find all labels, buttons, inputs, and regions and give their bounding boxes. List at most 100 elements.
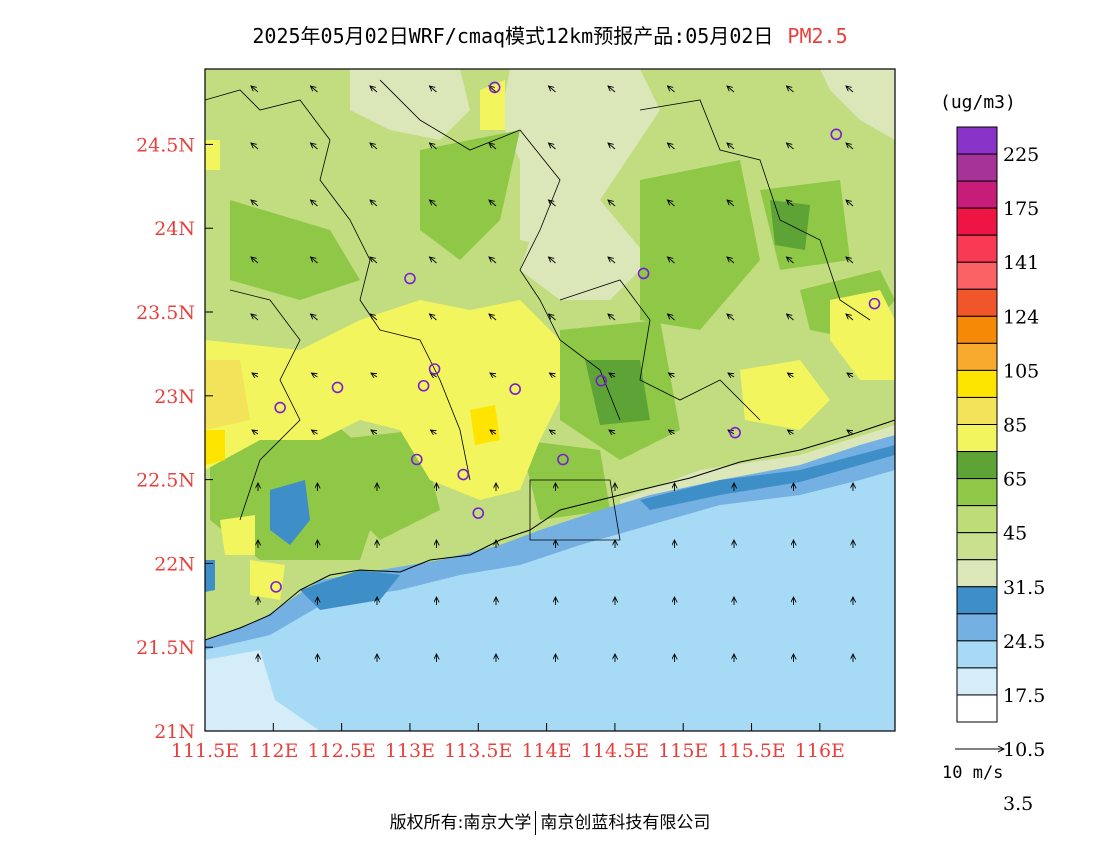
wind-arrow <box>846 314 854 321</box>
station-marker <box>428 363 441 375</box>
wind-arrow <box>668 143 675 150</box>
colorbar-label: 65 <box>1003 469 1027 491</box>
wind-arrow <box>728 373 735 377</box>
title-main: 2025年05月02日WRF/cmaq模式12km预报产品:05月02日 <box>252 24 774 48</box>
wind-arrow <box>727 86 735 93</box>
lon-tick-label: 111.5E <box>171 740 239 762</box>
wind-arrow <box>727 257 735 264</box>
colorbar-swatch <box>956 667 998 696</box>
lat-tick-label: 24N <box>154 218 195 240</box>
wind-arrow <box>251 143 259 150</box>
station-marker <box>830 128 843 141</box>
wind-arrow <box>787 143 794 150</box>
wind-arrow <box>728 430 735 434</box>
wind-arrow <box>549 314 556 321</box>
colorbar-label: 105 <box>1003 360 1039 382</box>
lon-tick-label: 115E <box>658 740 708 762</box>
lat-tick-label: 24.5N <box>136 134 195 156</box>
wind-arrow <box>431 430 437 434</box>
chart-title: 2025年05月02日WRF/cmaq模式12km预报产品:05月02日 PM2.… <box>0 20 1100 49</box>
wind-arrow <box>370 86 378 93</box>
wind-arrow <box>608 257 616 264</box>
colorbar-label: 45 <box>1003 523 1027 545</box>
lat-tick-label: 21.5N <box>136 637 195 659</box>
station-marker <box>331 381 344 394</box>
station-marker <box>868 297 881 310</box>
colorbar-swatch <box>956 180 998 209</box>
colorbar-swatch <box>956 532 998 561</box>
lon-tick-label: 115.5E <box>717 740 785 762</box>
wind-arrow <box>312 430 318 434</box>
wind-arrow <box>251 257 259 264</box>
station-marker <box>557 453 569 466</box>
wind-arrow <box>608 86 616 93</box>
wind-arrow <box>668 257 675 264</box>
longitude-axis: 111.5E 112E 112.5E 113E 113.5E 114E 114.5E 115E… <box>171 723 845 762</box>
lat-tick-label: 23.5N <box>136 302 195 324</box>
colorbar-label: 124 <box>1003 306 1039 328</box>
colorbar-swatch <box>956 261 998 290</box>
station-marker <box>509 383 521 395</box>
wind-arrow <box>608 314 616 321</box>
wind-arrow <box>251 86 259 93</box>
wind-arrow <box>489 257 497 264</box>
colorbar-label: 24.5 <box>1003 631 1045 653</box>
wind-arrow <box>371 373 378 377</box>
lon-tick-label: 114E <box>522 740 572 762</box>
wind-arrow <box>608 143 616 150</box>
colorbar-swatch <box>956 640 998 669</box>
wind-arrow <box>787 257 794 264</box>
colorbar-swatch <box>956 315 998 344</box>
colorbar-swatch <box>956 126 998 155</box>
wind-arrow <box>669 373 675 377</box>
latitude-axis: 24.5N 24N 23.5N 23N 22.5N 22N 21.5N 21N <box>136 134 213 743</box>
wind-arrow <box>549 200 556 207</box>
station-marker <box>410 453 423 466</box>
reference-vector: 10 m/s <box>942 749 1004 783</box>
wind-arrow <box>846 86 854 93</box>
wind-arrow <box>846 143 854 150</box>
wind-arrow <box>489 200 497 207</box>
wind-arrow <box>490 373 497 377</box>
wind-arrow <box>550 373 556 377</box>
colorbar-label: 175 <box>1003 198 1039 220</box>
lat-tick-label: 22.5N <box>136 470 195 492</box>
wind-arrow <box>550 430 556 434</box>
title-variable: PM2.5 <box>787 24 848 48</box>
wind-arrow <box>490 430 497 434</box>
wind-arrow <box>787 200 794 207</box>
lon-tick-label: 113.5E <box>444 740 512 762</box>
colorbar-swatch <box>956 586 998 615</box>
wind-arrow <box>489 314 497 321</box>
wind-arrow <box>609 373 616 377</box>
wind-arrow <box>430 257 437 264</box>
wind-arrow <box>549 143 556 150</box>
wind-arrow <box>668 200 675 207</box>
station-marker <box>457 468 470 481</box>
wind-arrow <box>847 430 854 434</box>
wind-arrow <box>846 257 854 264</box>
colorbar-swatch <box>956 613 998 642</box>
wind-vectors <box>251 86 853 662</box>
colorbar-label: 225 <box>1003 144 1039 166</box>
colorbar-label: 31.5 <box>1003 577 1045 599</box>
wind-arrow <box>430 143 437 150</box>
wind-arrow <box>609 430 616 434</box>
copyright-footer: 版权所有:南京大学 南京创蓝科技有限公司 <box>0 808 1100 835</box>
lat-tick-label: 21N <box>154 721 195 743</box>
wind-arrow <box>312 373 318 377</box>
wind-arrow <box>669 430 675 434</box>
wind-arrow <box>788 430 794 434</box>
station-marker <box>595 374 608 387</box>
reference-vector-label: 10 m/s <box>942 763 1003 783</box>
wind-arrow <box>311 257 318 264</box>
wind-arrow <box>727 143 735 150</box>
colorbar-swatch <box>956 451 998 480</box>
colorbar-swatch <box>956 694 998 723</box>
wind-arrow <box>311 200 318 207</box>
lon-tick-label: 113E <box>385 740 435 762</box>
lon-tick-label: 114.5E <box>581 740 649 762</box>
map-frame <box>204 68 896 732</box>
org-chuanglan: 南京创蓝科技有限公司 <box>540 813 711 833</box>
lat-tick-label: 23N <box>154 386 195 408</box>
